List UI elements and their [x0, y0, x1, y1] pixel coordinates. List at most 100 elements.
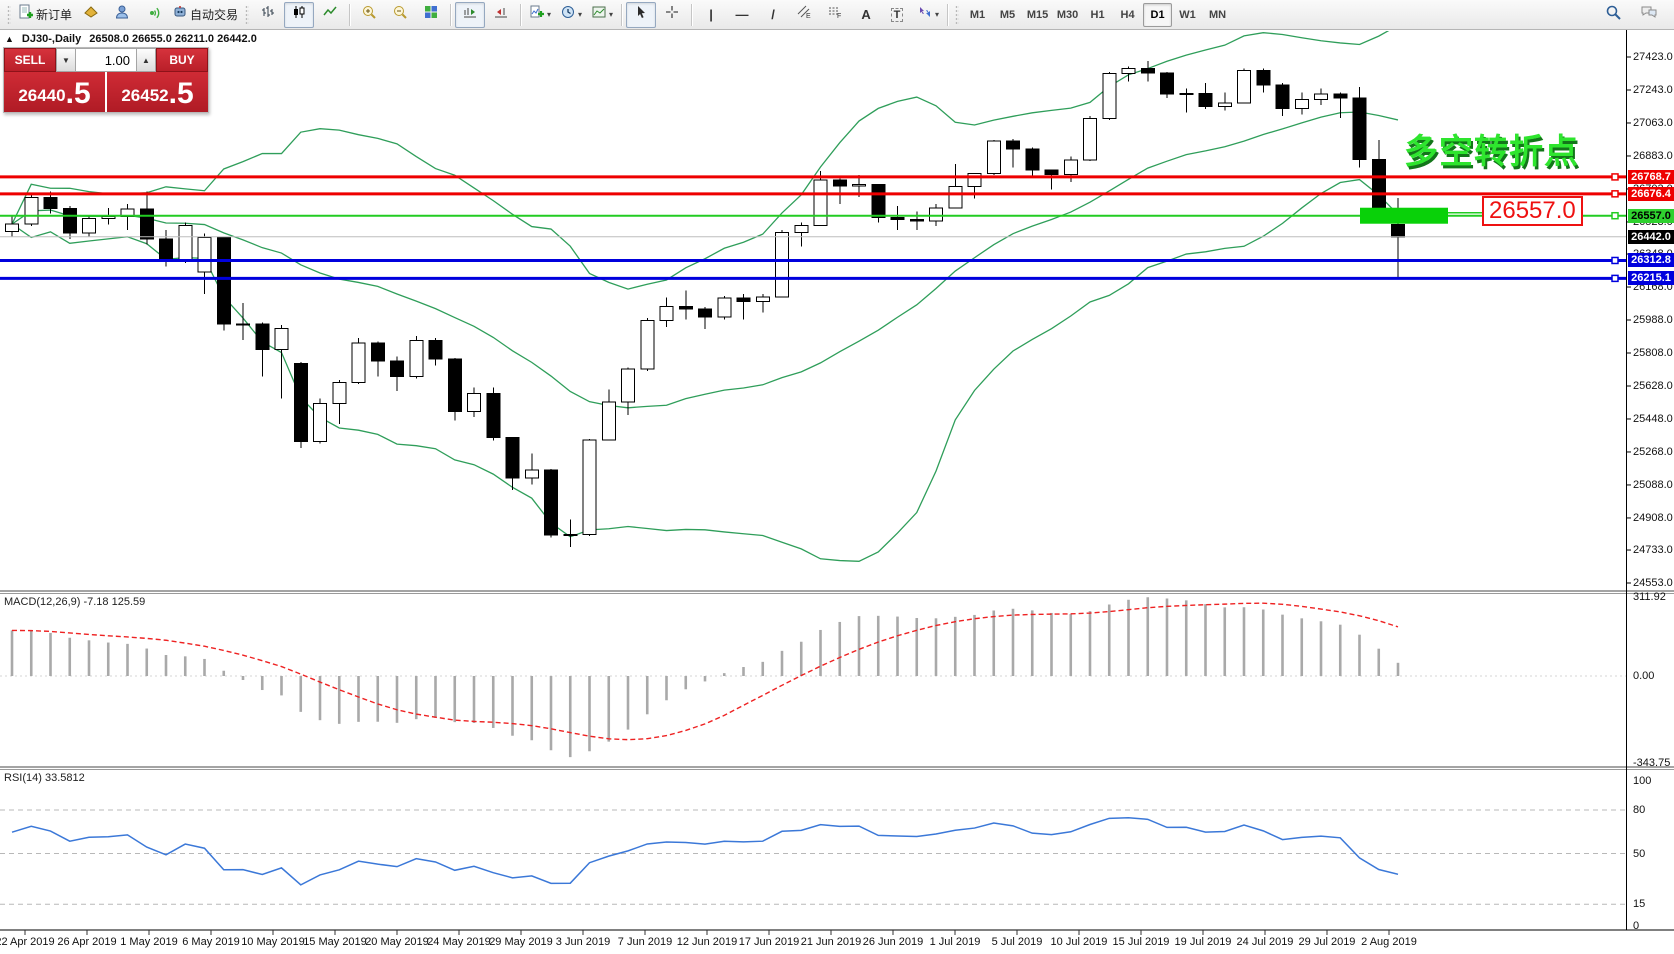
rsi-axis-label: 15 [1633, 898, 1646, 911]
timeframe-w1[interactable]: W1 [1179, 8, 1196, 21]
candle-bull [1237, 70, 1251, 104]
rsi-axis-label: 100 [1633, 775, 1652, 787]
timeframe-mn[interactable]: MN [1208, 8, 1227, 21]
volume-input[interactable]: 1.00 [76, 48, 136, 72]
tile-windows-button[interactable] [416, 2, 446, 28]
line-chart-button[interactable] [315, 2, 345, 28]
candle-bull [640, 320, 655, 370]
candle-bull [659, 305, 674, 322]
candle-bull [82, 217, 96, 234]
trendline-icon: / [771, 7, 775, 22]
level-line-handle[interactable] [1611, 256, 1619, 265]
date-label: 6 May 2019 [182, 936, 240, 948]
candle-bull [236, 323, 250, 326]
channel-button[interactable]: E [789, 2, 819, 28]
cursor-icon [633, 4, 649, 25]
text-label-button[interactable]: T [882, 2, 912, 28]
horizontal-line-button[interactable]: — [727, 2, 757, 28]
fibonacci-icon: F [827, 4, 843, 25]
bar-chart-button[interactable] [253, 2, 283, 28]
search-button[interactable] [1598, 2, 1628, 28]
volume-up-button[interactable]: ▲ [136, 48, 156, 72]
candle-bull [601, 401, 616, 441]
date-label: 3 Jun 2019 [555, 936, 611, 948]
symbol-bar: ▲ DJ30-,Daily 26508.0 26655.0 26211.0 26… [5, 33, 257, 45]
timeframe-d1[interactable]: D1 [1143, 2, 1173, 27]
macd-histogram [10, 597, 1400, 758]
bar-chart-icon [260, 4, 276, 25]
chart-shift-button[interactable] [486, 2, 516, 28]
sell-price-panel[interactable]: 26440.5 [4, 72, 105, 112]
level-line-handle[interactable] [1611, 190, 1619, 198]
signal-icon [145, 4, 161, 25]
price-tick-label: 24733.0 [1633, 544, 1673, 557]
timeframe-m5[interactable]: M5 [999, 8, 1016, 21]
buy-button[interactable]: BUY [156, 48, 208, 72]
candle-bear [293, 363, 308, 443]
candle-bull [1121, 68, 1136, 75]
volume-down-button[interactable]: ▼ [56, 48, 76, 72]
templates-button[interactable]: ▾ [587, 2, 617, 28]
timeframe-m30[interactable]: M30 [1056, 8, 1079, 21]
profiles-button[interactable] [107, 2, 137, 28]
candle-bear [1333, 93, 1348, 99]
timeframe-h4[interactable]: H4 [1120, 8, 1135, 21]
candle-bear [62, 207, 77, 234]
level-line-handle[interactable] [1611, 274, 1619, 283]
chart-annotation-text[interactable]: 多空转折点 [1404, 133, 1579, 171]
new-chart-button[interactable] [76, 2, 106, 28]
fibonacci-button[interactable]: F [820, 2, 850, 28]
candlestick-chart-button[interactable] [284, 1, 315, 28]
buy-price-fraction: .5 [168, 77, 194, 110]
level-highlight-rect[interactable] [1360, 207, 1448, 224]
date-label: 24 May 2019 [427, 936, 491, 948]
date-label: 1 Jul 2019 [929, 936, 981, 948]
candle-bull [1063, 159, 1078, 175]
text-label-icon: T [890, 7, 904, 22]
text-button[interactable]: A [851, 2, 881, 28]
candle-bull [1102, 73, 1117, 119]
one-click-trade-panel: SELL ▼ 1.00 ▲ BUY 26440.5 26452.5 [3, 47, 209, 113]
arrows-button[interactable]: ▾ [913, 2, 943, 28]
candle-bull [24, 197, 39, 225]
collapse-panel-arrow[interactable]: ▲ [5, 34, 14, 44]
date-label: 15 May 2019 [303, 936, 367, 948]
toolbar-separator [621, 3, 623, 26]
price-callout-label[interactable]: 26557.0 [1482, 196, 1583, 226]
indicators-button[interactable]: ▾ [525, 2, 555, 28]
price-tick-label: 27063.0 [1633, 116, 1673, 129]
chat-button[interactable] [1634, 2, 1664, 28]
toolbar-separator [691, 3, 693, 26]
candle-bull [1217, 102, 1232, 107]
periods-button[interactable]: ▾ [556, 2, 586, 28]
timeframe-m1[interactable]: M1 [969, 8, 986, 21]
zoom-out-button[interactable] [385, 2, 415, 28]
auto-trading-button[interactable]: 自动交易 [169, 2, 241, 28]
candle-bear [1044, 169, 1059, 175]
cursor-button[interactable] [626, 1, 657, 28]
zoom-in-button[interactable] [354, 2, 384, 28]
signals-button[interactable] [138, 2, 168, 28]
crosshair-button[interactable] [657, 2, 687, 28]
timeframe-h1[interactable]: H1 [1090, 8, 1105, 21]
channel-icon: E [796, 4, 812, 25]
level-line-handle[interactable] [1611, 173, 1619, 181]
candle-bull [1179, 93, 1194, 96]
new-order-button[interactable]: 新订单 [15, 2, 75, 28]
candle-bull [1294, 98, 1309, 110]
auto-scroll-button[interactable] [455, 1, 486, 28]
date-label: 22 Apr 2019 [0, 936, 55, 948]
trendline-button[interactable]: / [758, 2, 788, 28]
sell-button[interactable]: SELL [4, 48, 56, 72]
candle-bull [794, 224, 809, 233]
buy-price-panel[interactable]: 26452.5 [107, 72, 208, 112]
candle-bear [890, 216, 905, 221]
timeframe-m15[interactable]: M15 [1026, 8, 1049, 21]
new-order-icon [18, 4, 34, 25]
date-label: 19 Jul 2019 [1174, 936, 1232, 948]
candlestick-chart-icon [291, 4, 307, 25]
auto-trading-icon [172, 4, 188, 25]
vertical-line-button[interactable]: | [696, 2, 726, 28]
